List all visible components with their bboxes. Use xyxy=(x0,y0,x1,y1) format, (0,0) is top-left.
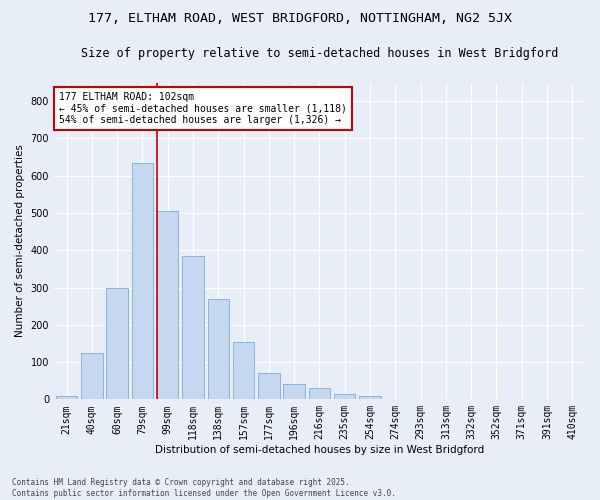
Bar xyxy=(359,396,381,400)
Title: Size of property relative to semi-detached houses in West Bridgford: Size of property relative to semi-detach… xyxy=(81,48,558,60)
Text: 177, ELTHAM ROAD, WEST BRIDGFORD, NOTTINGHAM, NG2 5JX: 177, ELTHAM ROAD, WEST BRIDGFORD, NOTTIN… xyxy=(88,12,512,26)
Bar xyxy=(208,298,229,400)
Bar xyxy=(106,288,128,400)
Bar xyxy=(182,256,204,400)
Bar xyxy=(233,342,254,400)
Text: 177 ELTHAM ROAD: 102sqm
← 45% of semi-detached houses are smaller (1,118)
54% of: 177 ELTHAM ROAD: 102sqm ← 45% of semi-de… xyxy=(59,92,347,125)
Y-axis label: Number of semi-detached properties: Number of semi-detached properties xyxy=(15,144,25,338)
Text: Contains HM Land Registry data © Crown copyright and database right 2025.
Contai: Contains HM Land Registry data © Crown c… xyxy=(12,478,396,498)
X-axis label: Distribution of semi-detached houses by size in West Bridgford: Distribution of semi-detached houses by … xyxy=(155,445,484,455)
Bar xyxy=(56,396,77,400)
Bar xyxy=(309,388,330,400)
Bar xyxy=(157,211,178,400)
Bar xyxy=(131,162,153,400)
Bar xyxy=(283,384,305,400)
Bar xyxy=(81,352,103,400)
Bar xyxy=(258,373,280,400)
Bar xyxy=(334,394,355,400)
